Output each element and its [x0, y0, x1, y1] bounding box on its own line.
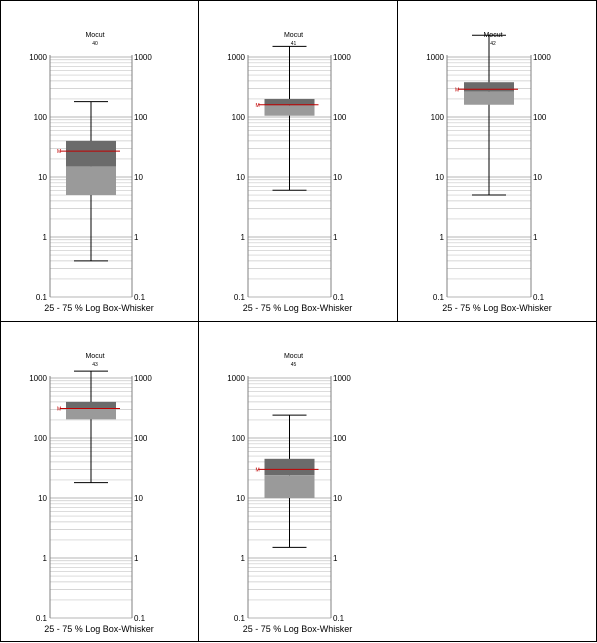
y-tick-label-right: 10: [333, 494, 342, 503]
x-axis-label: 25 - 75 % Log Box-Whisker: [44, 624, 154, 634]
y-tick-label-right: 1: [533, 233, 538, 242]
y-tick-label-left: 10: [435, 173, 444, 182]
chart-title: Mocut: [284, 353, 303, 360]
y-tick-label-right: 1000: [333, 53, 351, 62]
chart-title: Mocut: [85, 32, 104, 39]
y-tick-label-right: 100: [134, 434, 148, 443]
y-tick-label-left: 0.1: [36, 293, 48, 302]
y-tick-label-left: 0.1: [433, 293, 445, 302]
chart-title: Mocut: [85, 353, 104, 360]
y-tick-label-left: 1000: [29, 374, 47, 383]
x-axis-label: 25 - 75 % Log Box-Whisker: [442, 303, 552, 313]
y-tick-label-left: 100: [34, 434, 48, 443]
y-tick-label-right: 10: [333, 173, 342, 182]
chart-panel: Mocut 43 0.1 0.1 1 1 10 10 100 100 1000 1000 M 25 - 7…: [29, 353, 154, 634]
y-tick-label-left: 1000: [426, 53, 444, 62]
box-upper-quartile: [464, 82, 514, 92]
mean-marker-label: M: [256, 467, 260, 473]
y-tick-label-right: 10: [533, 173, 542, 182]
box-lower-quartile: [66, 166, 116, 196]
y-tick-label-right: 1: [333, 233, 338, 242]
y-tick-label-left: 100: [34, 113, 48, 122]
y-tick-label-right: 0.1: [333, 614, 345, 623]
mean-marker-label: M: [57, 149, 61, 155]
box-upper-quartile: [264, 98, 315, 106]
box-upper-quartile: [264, 458, 315, 476]
chart-panel: Mocut 41 0.1 0.1 1 1 10 10 100 100 1000 1000 M 25 - 7…: [227, 32, 352, 313]
box-lower-quartile: [264, 105, 315, 116]
y-tick-label-right: 100: [333, 113, 347, 122]
y-tick-label-left: 0.1: [36, 614, 48, 623]
y-tick-label-left: 100: [232, 434, 246, 443]
y-tick-label-right: 0.1: [333, 293, 345, 302]
y-tick-label-right: 1: [333, 554, 338, 563]
box-upper-quartile: [66, 140, 116, 167]
y-tick-label-right: 0.1: [533, 293, 545, 302]
box-upper-quartile: [66, 401, 116, 409]
y-tick-label-right: 10: [134, 494, 143, 503]
y-tick-label-right: 100: [333, 434, 347, 443]
x-axis-label: 25 - 75 % Log Box-Whisker: [243, 303, 353, 313]
y-tick-label-left: 1: [241, 233, 246, 242]
y-tick-label-left: 10: [236, 173, 245, 182]
y-tick-label-left: 10: [236, 494, 245, 503]
y-tick-label-right: 0.1: [134, 614, 146, 623]
y-tick-label-right: 100: [134, 113, 148, 122]
y-tick-label-left: 1: [43, 554, 48, 563]
box-lower-quartile: [464, 91, 514, 105]
chart-title: Mocut: [284, 32, 303, 39]
mean-marker-label: M: [455, 87, 459, 93]
y-tick-label-left: 0.1: [234, 293, 246, 302]
y-tick-label-left: 1: [43, 233, 48, 242]
chart-subtitle: 43: [92, 362, 98, 368]
y-tick-label-right: 0.1: [134, 293, 146, 302]
chart-subtitle: 41: [291, 41, 297, 47]
x-axis-label: 25 - 75 % Log Box-Whisker: [44, 303, 154, 313]
y-tick-label-left: 1: [440, 233, 445, 242]
y-tick-label-right: 100: [533, 113, 547, 122]
y-tick-label-left: 100: [431, 113, 445, 122]
y-tick-label-right: 1000: [533, 53, 551, 62]
y-tick-label-left: 1000: [227, 374, 245, 383]
y-tick-label-right: 1000: [333, 374, 351, 383]
y-tick-label-left: 10: [38, 494, 47, 503]
chart-subtitle: 42: [490, 41, 496, 47]
y-tick-label-left: 100: [232, 113, 246, 122]
chart-subtitle: 45: [291, 362, 297, 368]
y-tick-label-left: 0.1: [234, 614, 246, 623]
y-tick-label-right: 1000: [134, 53, 152, 62]
y-tick-label-right: 1: [134, 233, 139, 242]
box-lower-quartile: [66, 408, 116, 420]
chart-panel: Mocut 40 0.1 0.1 1 1 10 10 100 100 1000 1000 M 25 - 7…: [29, 32, 154, 313]
y-tick-label-left: 10: [38, 173, 47, 182]
x-axis-label: 25 - 75 % Log Box-Whisker: [243, 624, 353, 634]
mean-marker-label: M: [256, 103, 260, 109]
y-tick-label-right: 10: [134, 173, 143, 182]
box-lower-quartile: [264, 475, 315, 498]
y-tick-label-right: 1: [134, 554, 139, 563]
y-tick-label-right: 1000: [134, 374, 152, 383]
chart-subtitle: 40: [92, 41, 98, 47]
y-tick-label-left: 1000: [29, 53, 47, 62]
mean-marker-label: M: [57, 407, 61, 413]
y-tick-label-left: 1: [241, 554, 246, 563]
chart-panel: Mocut 45 0.1 0.1 1 1 10 10 100 100 1000 1000 M 25 - 7…: [227, 353, 352, 634]
y-tick-label-left: 1000: [227, 53, 245, 62]
